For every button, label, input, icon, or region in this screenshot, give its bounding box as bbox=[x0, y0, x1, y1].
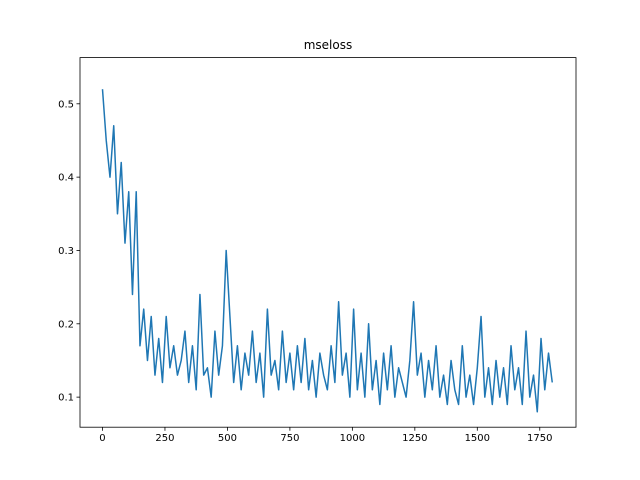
axes-frame bbox=[79, 57, 577, 428]
x-tick-label: 0 bbox=[99, 433, 105, 444]
x-tick-label: 500 bbox=[218, 433, 237, 444]
y-tick-label: 0.2 bbox=[58, 319, 74, 330]
x-tick-label: 250 bbox=[155, 433, 174, 444]
y-tick-label: 0.5 bbox=[58, 99, 74, 110]
x-tick-label: 1250 bbox=[402, 433, 427, 444]
line bbox=[101, 89, 554, 413]
x-tick-label: 750 bbox=[280, 433, 299, 444]
chart-title: mseloss bbox=[304, 38, 353, 52]
x-tick-label: 1000 bbox=[340, 433, 365, 444]
y-tick-label: 0.4 bbox=[58, 173, 74, 184]
x-tick-label: 1750 bbox=[527, 433, 552, 444]
y-tick-label: 0.3 bbox=[58, 246, 74, 257]
x-tick-label: 1500 bbox=[465, 433, 490, 444]
y-tick-label: 0.1 bbox=[58, 393, 74, 404]
